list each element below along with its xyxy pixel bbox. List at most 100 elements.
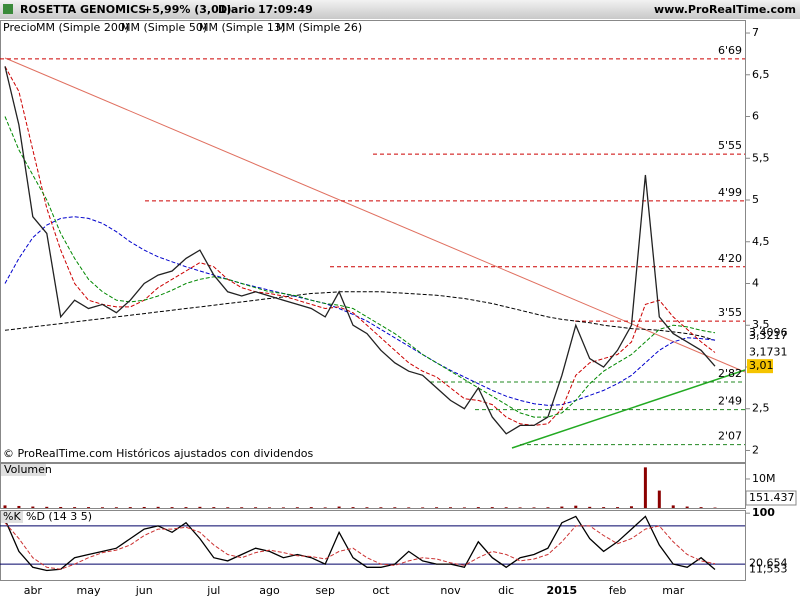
volume-bar: [31, 506, 35, 508]
x-tick-label: dic: [498, 584, 514, 597]
volume-bar: [226, 507, 230, 508]
stoch-panel: [0, 510, 746, 581]
volume-bar: [142, 506, 146, 508]
legend-entry: MM (Simple 26): [276, 21, 362, 34]
level-label: 4'99: [718, 186, 742, 199]
volume-bar: [17, 505, 21, 508]
level-label: 5'55: [718, 139, 742, 152]
volume-bar: [379, 507, 383, 508]
volume-bar: [421, 507, 425, 508]
volume-bar: [490, 507, 494, 508]
last-volume-label: 151.437: [749, 491, 795, 504]
volume-bar: [323, 507, 327, 508]
volume-bar: [100, 507, 104, 508]
y-tick-label: 7: [752, 26, 759, 39]
volume-bar: [560, 506, 564, 508]
volume-bar: [156, 506, 160, 508]
volume-bar: [657, 490, 661, 508]
volume-bar: [212, 507, 216, 508]
panel-title-box: [1, 464, 46, 476]
panel-title: %K: [3, 510, 21, 523]
legend-entry: MM (Simple 200): [36, 21, 129, 34]
last-value-label: 3,4096: [749, 326, 788, 339]
volume-bar: [337, 506, 341, 508]
volume-bar: [351, 507, 355, 508]
volume-bar: [546, 507, 550, 508]
last-value-label: 3,1731: [749, 346, 788, 359]
x-tick-label: 2015: [547, 584, 578, 597]
volume-bar: [309, 507, 313, 508]
site: www.ProRealTime.com: [654, 3, 796, 16]
trend-line-down: [4, 57, 746, 373]
volume-bar: [295, 507, 299, 508]
volume-bar: [504, 507, 508, 508]
change: +5,99% (3,01): [143, 3, 231, 16]
x-tick-label: mar: [662, 584, 684, 597]
header-icon: [3, 4, 13, 14]
header-bar: [0, 0, 800, 19]
panel-title-box: [1, 511, 23, 523]
level-label: 2'82: [718, 367, 742, 380]
x-tick-label: jul: [206, 584, 220, 597]
volume-bar: [184, 507, 188, 508]
volume-bar: [699, 507, 703, 508]
volume-bar: [462, 507, 466, 508]
volume-bar: [3, 505, 7, 508]
last-value-label: 3,3217: [749, 329, 788, 342]
y-tick-label: 2,5: [752, 402, 770, 415]
legend-entry: Precio: [3, 21, 37, 34]
instrument-name: ROSETTA GENOMICS: [20, 3, 146, 16]
series-line: [4, 522, 716, 570]
period: Diario: [218, 3, 256, 16]
volume-bar: [198, 506, 202, 508]
panel-title: Volumen: [4, 463, 52, 476]
x-tick-label: feb: [609, 584, 627, 597]
y-tick-label: 3,5: [752, 318, 770, 331]
volume-bar: [518, 507, 522, 508]
volume-bar: [254, 507, 258, 508]
volume-bar: [281, 507, 285, 508]
y-tick-label: 5: [752, 193, 759, 206]
level-label: 2'49: [718, 395, 742, 408]
level-label: 2'07: [718, 430, 742, 443]
volume-bar: [616, 507, 620, 508]
volume-bar: [685, 506, 689, 508]
volume-bar: [407, 507, 411, 508]
last-price-box: [747, 359, 773, 374]
legend-entry: MM (Simple 50): [121, 21, 207, 34]
last-value-label: 20,654: [749, 557, 788, 570]
y-tick-label: 6,5: [752, 68, 770, 81]
volume-bar: [268, 507, 272, 508]
volume-bar: [574, 505, 578, 508]
volume-bar: [629, 506, 633, 508]
x-tick-label: ago: [259, 584, 280, 597]
y-tick-label: 2: [752, 443, 759, 456]
volume-bar: [643, 467, 647, 508]
main-panel: [0, 20, 746, 463]
volume-bar: [128, 507, 132, 508]
y-tick-label: 4: [752, 276, 759, 289]
volume-bar: [73, 507, 77, 508]
x-tick-label: nov: [440, 584, 461, 597]
last-volume-box: [745, 490, 797, 506]
volume-bar: [365, 507, 369, 508]
series-line: [4, 116, 716, 418]
legend-entry: MM (Simple 13): [199, 21, 285, 34]
volume-bar: [602, 507, 606, 508]
series-line: [4, 216, 716, 406]
series-line: [4, 66, 716, 435]
level-label: 6'69: [718, 44, 742, 57]
legend-entry: %D (14 3 5): [26, 510, 92, 523]
x-tick-label: oct: [372, 584, 390, 597]
y-tick-label: 4,5: [752, 235, 770, 248]
volume-bar: [240, 507, 244, 508]
volume-bar: [59, 506, 63, 508]
y-tick-label: 6: [752, 110, 759, 123]
volume-bar: [114, 507, 118, 508]
y-tick-label: 100: [752, 506, 775, 519]
y-tick-label: 5,5: [752, 151, 770, 164]
volume-bar: [170, 507, 174, 508]
footer-note: © ProRealTime.com Históricos ajustados c…: [3, 447, 314, 460]
y-tick-label: 10M: [752, 472, 776, 485]
